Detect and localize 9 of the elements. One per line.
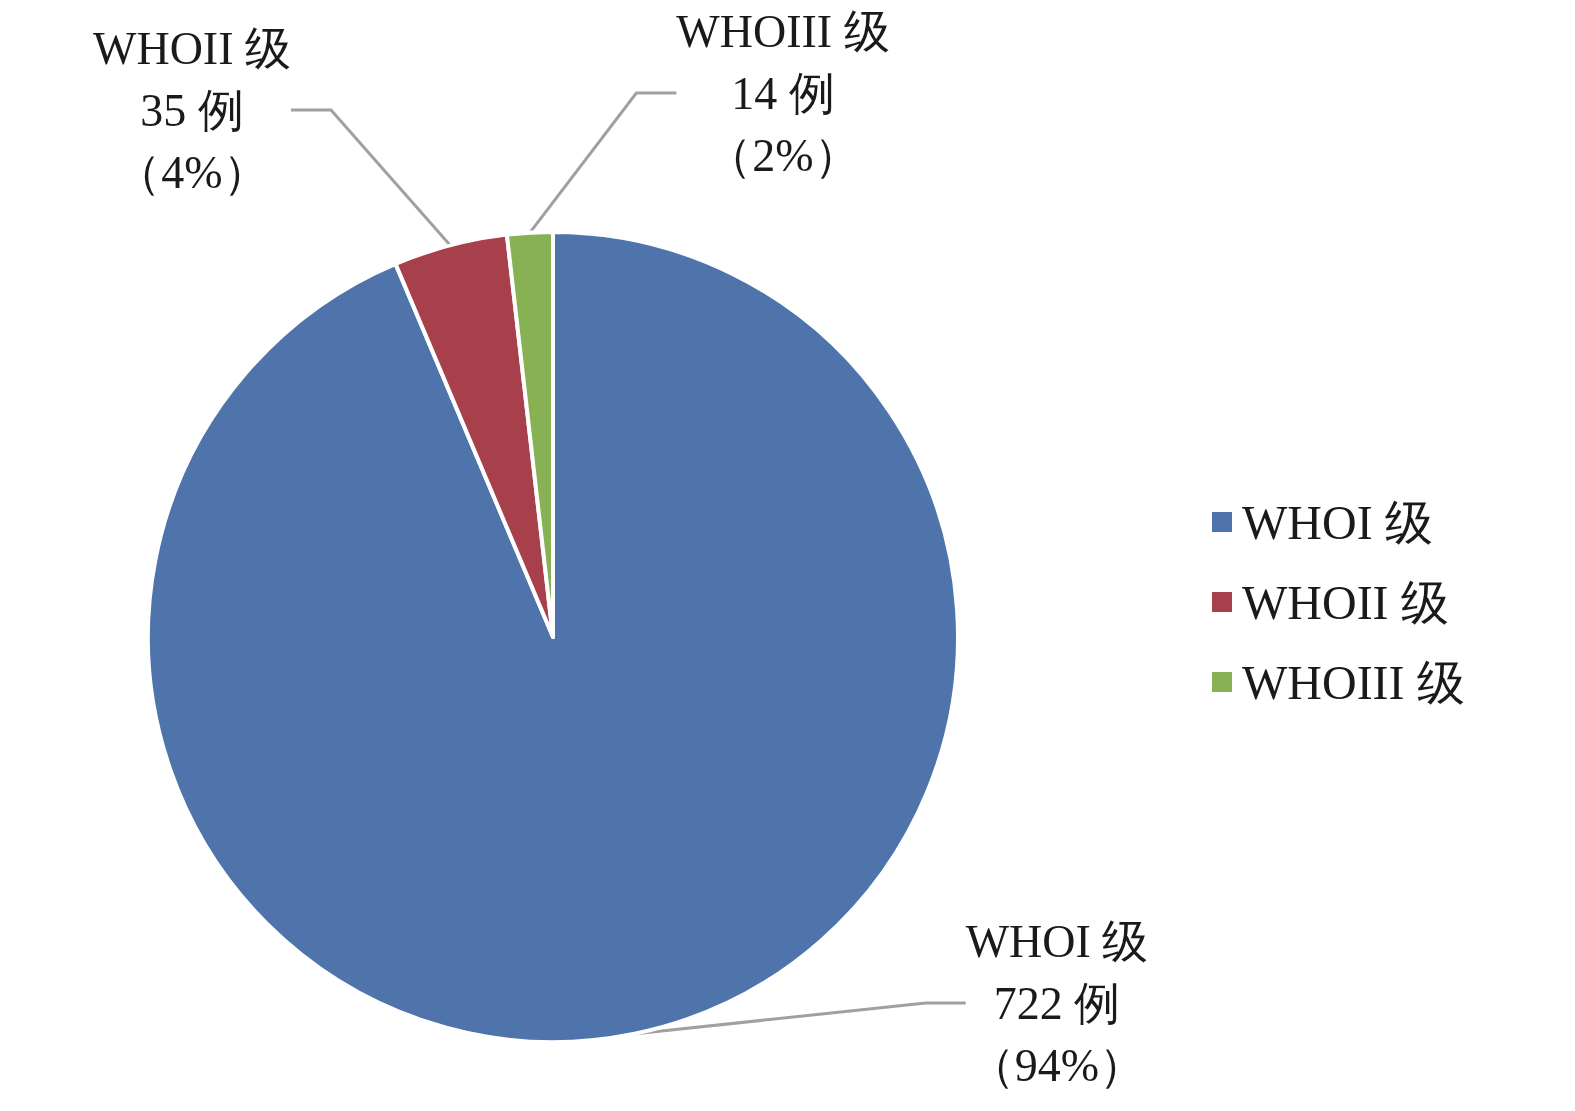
legend-label: WHOI 级 [1242, 495, 1433, 549]
data-label: 14 例（2%） [706, 67, 860, 181]
legend-label: WHOIII 级 [1242, 655, 1465, 709]
slice-label: WHOII 级 [93, 22, 291, 74]
data-label: 722 例（94%） [968, 977, 1146, 1091]
legend-label: WHOII 级 [1242, 575, 1449, 629]
data-label: 35 例（4%） [115, 84, 269, 198]
slice-label: WHOI 级 [965, 915, 1149, 967]
slice-label: WHOIII 级 [676, 5, 890, 57]
